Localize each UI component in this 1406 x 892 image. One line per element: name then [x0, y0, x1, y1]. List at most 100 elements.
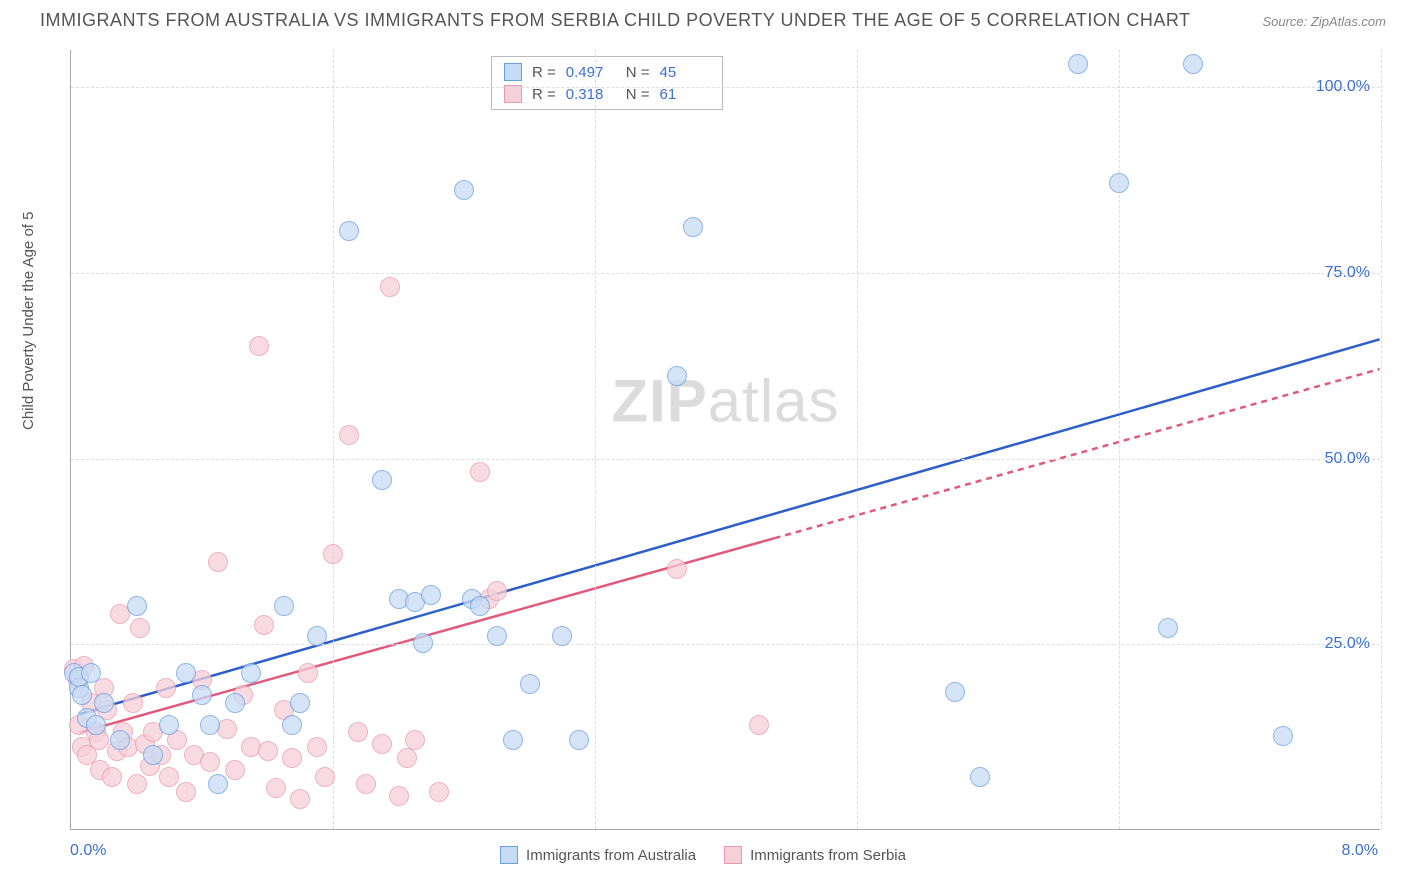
data-point: [143, 745, 163, 765]
plot-area: ZIPatlas R =0.497N =45R =0.318N =61 25.0…: [70, 50, 1380, 830]
data-point: [258, 741, 278, 761]
data-point: [127, 596, 147, 616]
data-point: [503, 730, 523, 750]
legend-label: Immigrants from Australia: [526, 847, 696, 864]
watermark-rest: atlas: [708, 367, 840, 434]
data-point: [307, 626, 327, 646]
stats-legend-box: R =0.497N =45R =0.318N =61: [491, 56, 723, 110]
gridline-vertical: [857, 50, 858, 829]
data-point: [307, 737, 327, 757]
data-point: [569, 730, 589, 750]
r-label: R =: [532, 64, 556, 81]
data-point: [290, 789, 310, 809]
gridline-horizontal: [71, 273, 1380, 274]
y-tick-label: 50.0%: [1325, 450, 1370, 468]
r-value: 0.497: [566, 64, 616, 81]
data-point: [274, 596, 294, 616]
data-point: [470, 596, 490, 616]
n-label: N =: [626, 64, 650, 81]
stats-row: R = 0.497 N = 45: [504, 61, 710, 83]
y-tick-label: 100.0%: [1316, 78, 1370, 96]
data-point: [176, 782, 196, 802]
data-point: [72, 685, 92, 705]
y-tick-label: 25.0%: [1325, 635, 1370, 653]
data-point: [241, 663, 261, 683]
data-point: [380, 277, 400, 297]
source-prefix: Source:: [1262, 14, 1310, 29]
data-point: [290, 693, 310, 713]
data-point: [421, 585, 441, 605]
data-point: [520, 674, 540, 694]
data-point: [348, 722, 368, 742]
data-point: [127, 774, 147, 794]
data-point: [156, 678, 176, 698]
y-axis-label: Child Poverty Under the Age of 5: [20, 212, 37, 430]
data-point: [372, 470, 392, 490]
gridline-vertical: [333, 50, 334, 829]
data-point: [94, 693, 114, 713]
data-point: [159, 715, 179, 735]
data-point: [208, 552, 228, 572]
data-point: [454, 180, 474, 200]
data-point: [683, 217, 703, 237]
data-point: [176, 663, 196, 683]
data-point: [339, 425, 359, 445]
data-point: [945, 682, 965, 702]
data-point: [1109, 173, 1129, 193]
data-point: [225, 760, 245, 780]
data-point: [192, 685, 212, 705]
trend-line: [80, 339, 1380, 714]
bottom-legend: Immigrants from Australia Immigrants from…: [494, 846, 912, 864]
data-point: [413, 633, 433, 653]
data-point: [86, 715, 106, 735]
gridline-horizontal: [71, 459, 1380, 460]
data-point: [225, 693, 245, 713]
legend-swatch: [724, 846, 742, 864]
data-point: [1158, 618, 1178, 638]
data-point: [249, 336, 269, 356]
data-point: [110, 730, 130, 750]
gridline-horizontal: [71, 87, 1380, 88]
data-point: [298, 663, 318, 683]
data-point: [1068, 54, 1088, 74]
data-point: [667, 366, 687, 386]
data-point: [208, 774, 228, 794]
legend-item: Immigrants from Serbia: [724, 846, 906, 864]
data-point: [200, 752, 220, 772]
data-point: [323, 544, 343, 564]
source-credit: Source: ZipAtlas.com: [1262, 14, 1386, 29]
gridline-horizontal: [71, 644, 1380, 645]
legend-item: Immigrants from Australia: [500, 846, 696, 864]
watermark-bold: ZIP: [611, 367, 707, 434]
n-value: 45: [660, 64, 710, 81]
data-point: [123, 693, 143, 713]
data-point: [429, 782, 449, 802]
data-point: [130, 618, 150, 638]
data-point: [102, 767, 122, 787]
data-point: [372, 734, 392, 754]
watermark-text: ZIPatlas: [611, 366, 839, 435]
y-tick-label: 75.0%: [1325, 264, 1370, 282]
data-point: [159, 767, 179, 787]
chart-title: IMMIGRANTS FROM AUSTRALIA VS IMMIGRANTS …: [40, 10, 1191, 31]
data-point: [315, 767, 335, 787]
data-point: [389, 786, 409, 806]
data-point: [405, 730, 425, 750]
data-point: [81, 663, 101, 683]
x-axis-min-label: 0.0%: [70, 842, 106, 860]
source-name: ZipAtlas.com: [1311, 14, 1386, 29]
data-point: [200, 715, 220, 735]
data-point: [266, 778, 286, 798]
data-point: [254, 615, 274, 635]
data-point: [282, 748, 302, 768]
gridline-vertical: [1381, 50, 1382, 829]
data-point: [1273, 726, 1293, 746]
trend-line: [775, 369, 1380, 538]
data-point: [1183, 54, 1203, 74]
trend-lines-svg: [71, 50, 1380, 829]
gridline-vertical: [1119, 50, 1120, 829]
data-point: [552, 626, 572, 646]
data-point: [339, 221, 359, 241]
legend-swatch: [500, 846, 518, 864]
legend-label: Immigrants from Serbia: [750, 847, 906, 864]
